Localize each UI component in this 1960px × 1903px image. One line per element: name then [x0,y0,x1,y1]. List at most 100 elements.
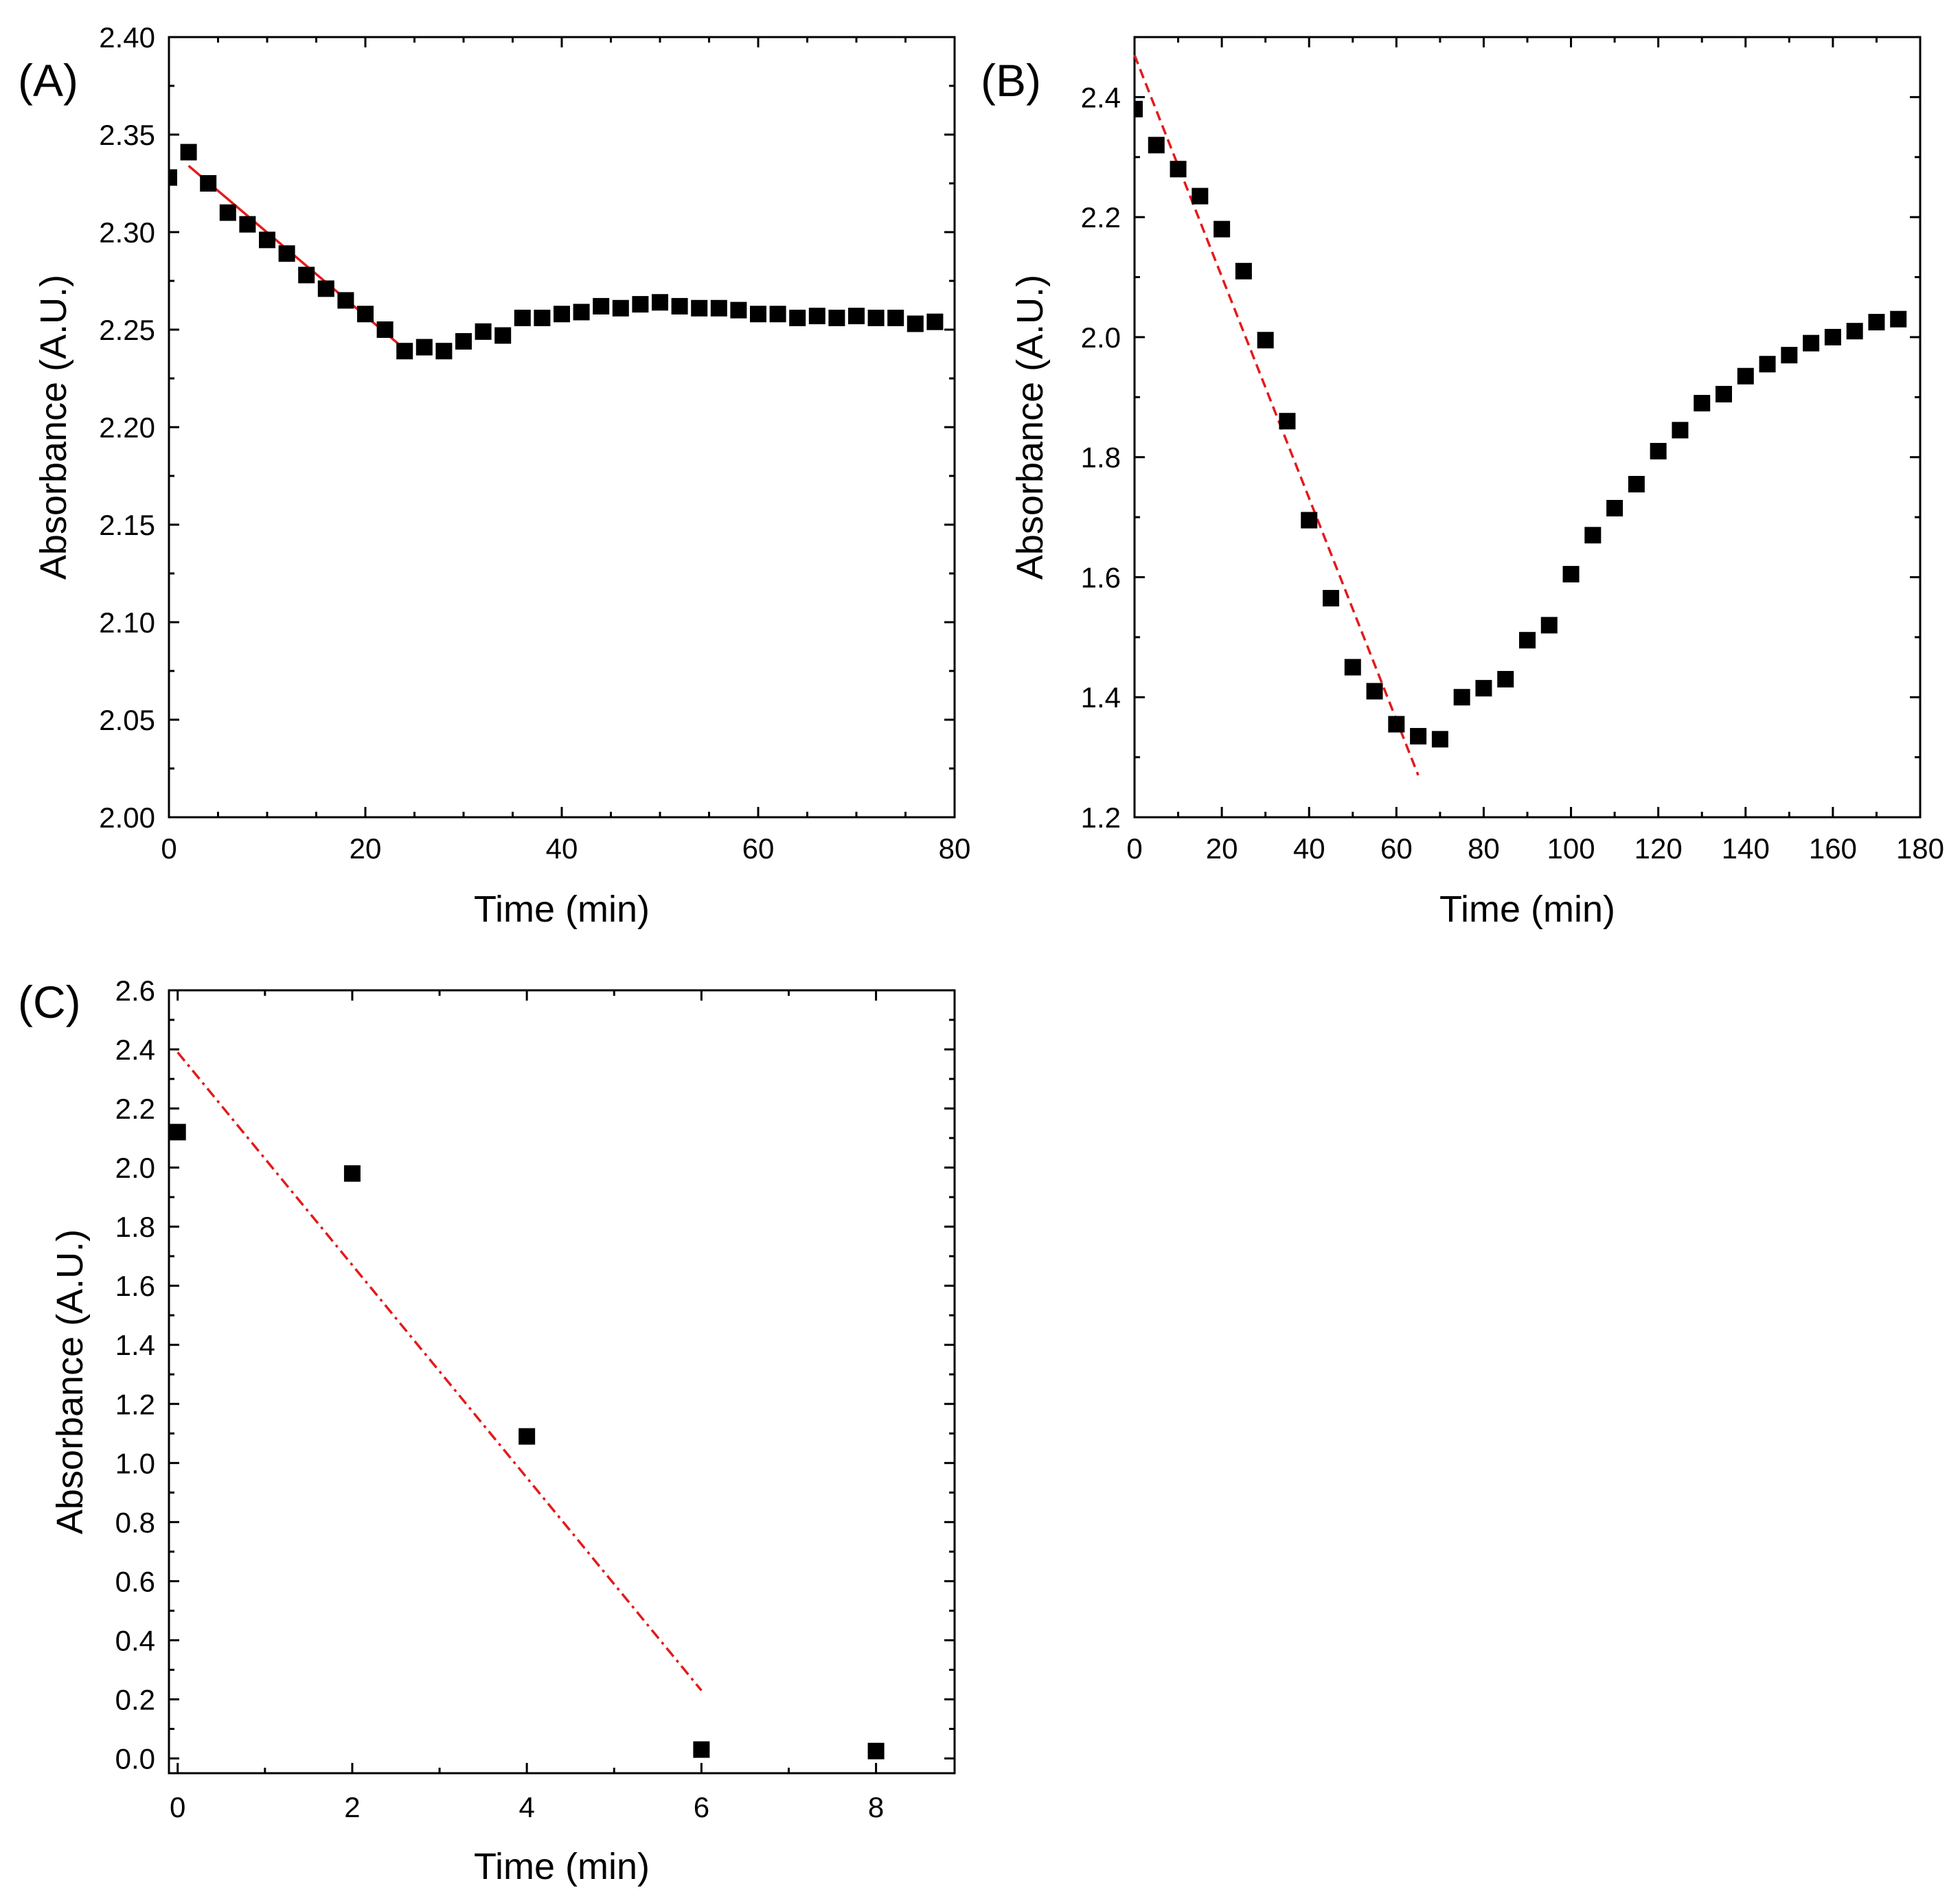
data-point [612,299,629,317]
x-tick-label: 60 [742,832,775,865]
x-tick-label: 2 [344,1791,360,1823]
data-point [475,323,492,340]
data-point [828,309,845,326]
data-point [298,266,315,284]
y-tick-label: 2.15 [99,509,155,541]
y-tick-label: 0.8 [115,1506,155,1538]
y-tick-label: 0.4 [115,1624,155,1656]
data-point [730,301,747,319]
data-point [1540,617,1558,634]
panel-b-ticks [1133,36,1922,819]
data-point [554,306,570,323]
data-point [1846,323,1863,340]
data-point [848,308,865,325]
panel-c-data-points [169,1124,885,1759]
data-point [1824,328,1841,345]
panel-a-ticks [168,36,956,819]
data-point [1519,632,1536,649]
data-point [1431,731,1448,748]
data-point [1606,499,1623,516]
data-point [219,204,236,221]
x-tick-label: 0 [1126,832,1142,865]
data-point [200,175,217,192]
panel-b-x-tick-labels: 0 20 40 60 80 100 120 140 160 180 [1126,832,1944,865]
data-point [1759,356,1776,373]
data-point [337,292,354,309]
data-point [926,313,944,330]
panel-c-x-axis-title: Time (min) [474,1846,650,1887]
y-tick-label: 0.2 [115,1683,155,1716]
data-point [1235,262,1252,280]
panel-a-x-tick-labels: 0 20 40 60 80 [161,832,970,865]
x-tick-label: 120 [1634,832,1683,865]
x-tick-label: 20 [350,832,382,865]
y-tick-label: 2.10 [99,606,155,639]
data-point [278,245,295,262]
panel-c-y-tick-labels: 0.0 0.2 0.4 0.6 0.8 1.0 1.2 1.4 1.6 1.8 2.0 2.2 2.4 2… [115,975,155,1775]
data-point [1650,442,1667,459]
y-tick-label: 1.4 [115,1329,155,1361]
panel-b-label: (B) [981,55,1041,106]
x-tick-label: 180 [1896,832,1944,865]
panel-a-x-axis-title: Time (min) [474,889,650,930]
panel-a: (A) 0 20 40 60 80 2.002.052.102.152.202.252.… [18,21,970,930]
data-point [1694,395,1711,412]
data-point [239,216,256,233]
data-point [180,144,197,161]
data-point [693,1741,710,1758]
x-tick-label: 80 [939,832,971,865]
panel-a-y-tick-labels: 2.00 2.05 2.10 2.15 2.20 2.25 2.30 2.35 2.40 [99,21,155,834]
y-tick-label: 2.30 [99,216,155,249]
panel-b-plot-frame [1133,36,1922,819]
panel-c: (C) 0 2 4 6 8 0.0 0.2 0.4 0.6 0.8 1.0 1.2 1.4 1.6 1.8… [18,975,956,1887]
data-point [317,280,334,297]
data-point [396,343,413,360]
data-point [1410,728,1427,745]
data-point [907,315,924,332]
y-tick-label: 1.2 [115,1388,155,1420]
data-point [1562,566,1580,583]
data-point [1497,671,1514,688]
y-tick-label: 2.40 [99,21,155,54]
data-point [1135,100,1143,117]
data-point [1584,527,1602,544]
panel-c-label: (C) [18,977,81,1027]
data-point [1366,683,1383,700]
y-tick-label: 2.00 [99,801,155,834]
panel-b-data-points [1135,100,1907,748]
data-point [259,231,275,249]
data-point [1737,367,1754,385]
data-point-group [1135,100,1907,748]
y-tick-label: 2.4 [115,1034,155,1066]
x-tick-label: 6 [694,1791,709,1823]
data-point [1279,413,1296,430]
y-tick-label: 1.8 [115,1211,155,1243]
data-point [1890,310,1907,328]
panel-b-y-tick-labels: 1.2 1.4 1.6 1.8 2.0 2.2 2.4 [1081,81,1121,834]
x-tick-label: 20 [1206,832,1238,865]
data-point [1257,332,1274,349]
y-tick-label: 1.6 [1081,561,1121,593]
data-point [534,309,551,326]
x-tick-label: 100 [1547,832,1595,865]
panel-c-ticks [169,989,955,1773]
data-point [808,308,825,325]
data-point [343,1165,361,1182]
y-tick-label: 0.6 [115,1565,155,1597]
data-point [169,1124,186,1141]
y-tick-label: 0.0 [115,1742,155,1775]
data-point [357,306,374,323]
data-point [789,309,806,326]
x-tick-label: 140 [1722,832,1770,865]
data-point [435,343,453,360]
x-tick-label: 0 [161,832,176,865]
x-tick-label: 40 [1293,832,1325,865]
x-tick-label: 160 [1809,832,1857,865]
panel-a-label: (A) [18,55,78,106]
x-tick-label: 0 [170,1791,185,1823]
x-tick-label: 8 [868,1791,884,1823]
data-point [415,339,433,356]
panel-b-y-axis-title: Absorbance (A.U.) [1010,275,1051,580]
panel-a-y-axis-title: Absorbance (A.U.) [33,275,74,580]
